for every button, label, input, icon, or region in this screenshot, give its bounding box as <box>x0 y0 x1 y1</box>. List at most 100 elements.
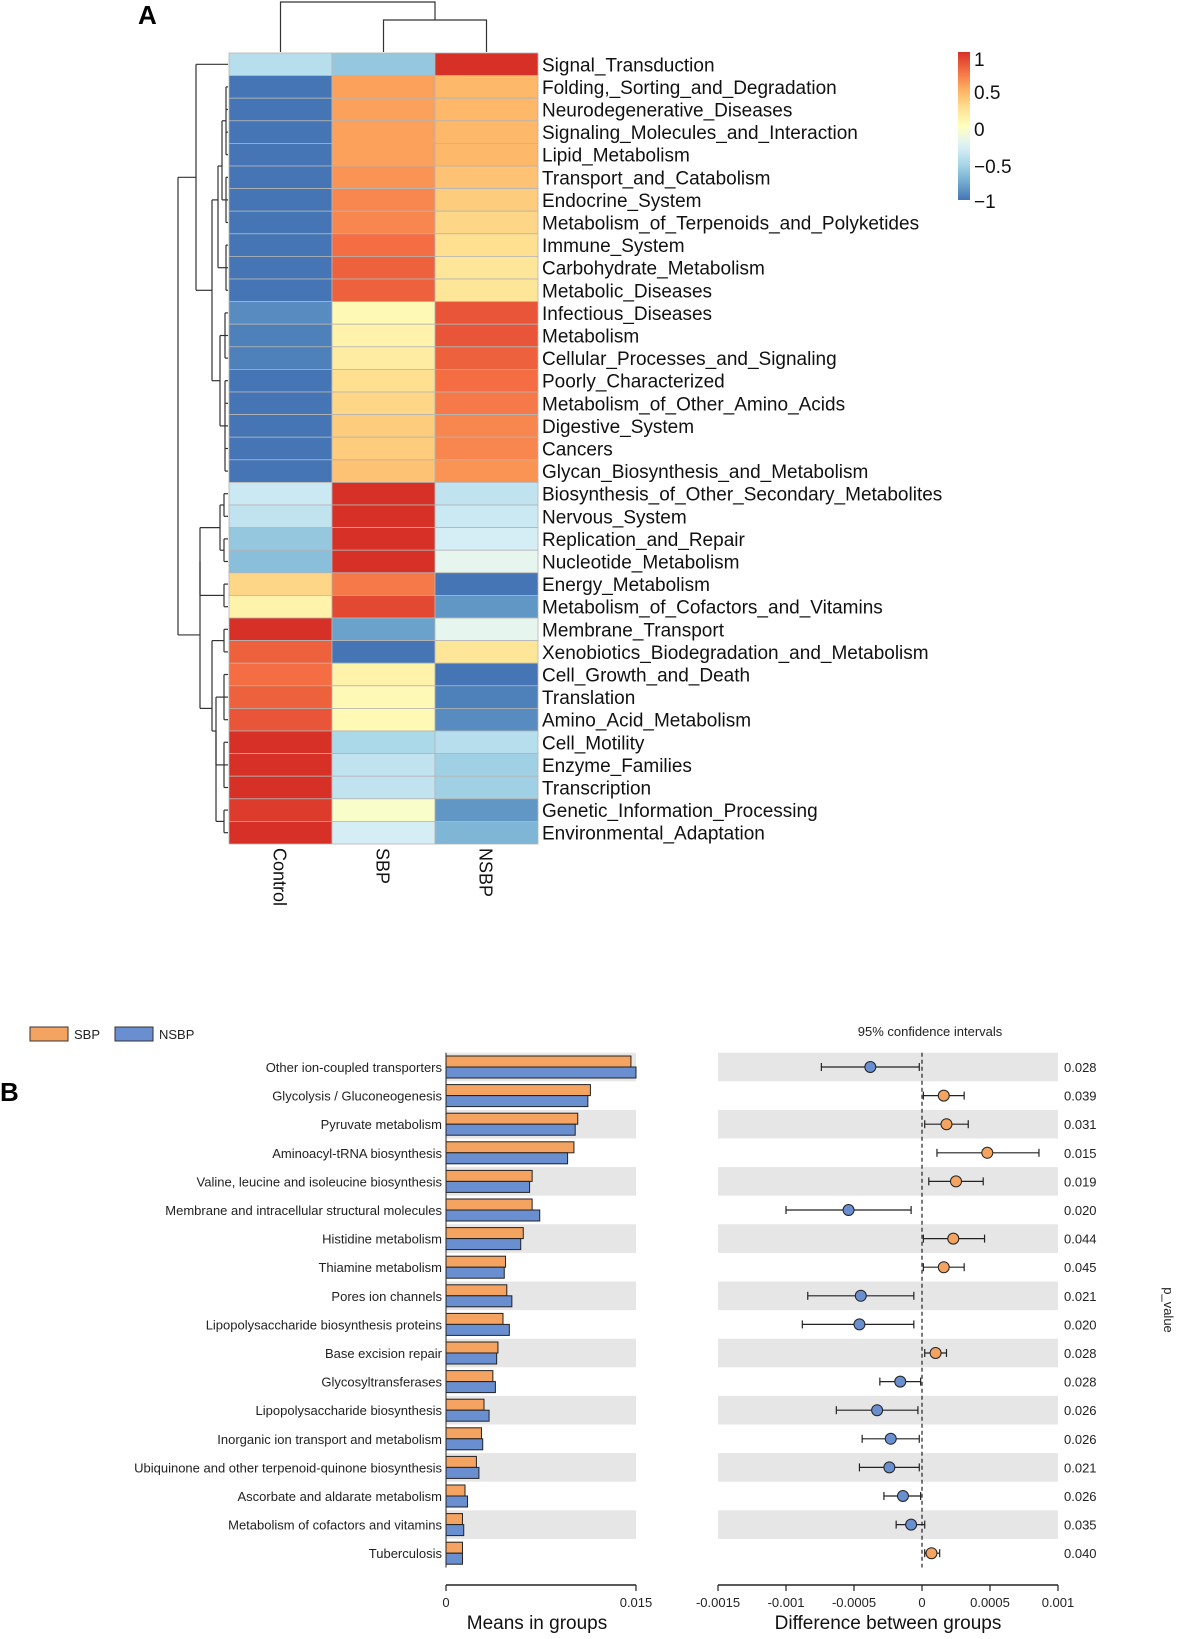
heatmap-cell <box>331 323 436 348</box>
heatmap-cell <box>434 255 539 280</box>
bar-sbp <box>445 1055 632 1068</box>
heatmap-cell <box>331 572 436 596</box>
heatmap-cell <box>228 821 333 845</box>
heatmap-row-label: Infectious_Diseases <box>542 304 712 325</box>
p-value-label: 0.020 <box>1064 1317 1097 1332</box>
heatmap-cell <box>434 414 539 438</box>
heatmap-row-label: Nervous_System <box>542 507 687 528</box>
heatmap-row-label: Membrane_Transport <box>542 620 725 641</box>
heatmap-row-label: Carbohydrate_Metabolism <box>542 259 765 280</box>
bar-category-label: Base excision repair <box>325 1346 443 1361</box>
heatmap-cell <box>228 278 333 303</box>
p-value-label: 0.021 <box>1064 1460 1097 1475</box>
heatmap-cell <box>434 640 539 664</box>
heatmap-cell <box>228 708 333 732</box>
heatmap-cell <box>434 142 539 167</box>
ci-point <box>937 1261 950 1274</box>
heatmap-row-label: Immune_System <box>542 236 685 257</box>
heatmap-cell <box>434 730 539 755</box>
bar-category-label: Thiamine metabolism <box>318 1260 442 1275</box>
p-value-label: 0.026 <box>1064 1489 1097 1504</box>
ci-point <box>981 1146 994 1159</box>
ci-row-stripe <box>718 1167 1058 1196</box>
heatmap-row-label: Metabolism <box>542 327 639 348</box>
heatmap-cell <box>228 233 333 257</box>
bar-nsbp <box>445 1209 541 1222</box>
ci-point <box>884 1432 897 1445</box>
heatmap-cell <box>331 662 436 687</box>
ci-point <box>896 1490 909 1502</box>
bar-nsbp <box>445 1152 569 1165</box>
ci-point <box>937 1089 950 1102</box>
bar-nsbp <box>445 1524 465 1537</box>
panel-b-label: B <box>0 1077 19 1107</box>
heatmap-cell <box>331 75 436 99</box>
heatmap-cell <box>331 775 436 800</box>
bar-category-label: Membrane and intracellular structural mo… <box>165 1203 442 1218</box>
colorbar-tick-label: 0 <box>974 120 985 141</box>
bar-category-label: Inorganic ion transport and metabolism <box>217 1432 442 1447</box>
ci-x-tick-label: -0.0015 <box>696 1595 740 1610</box>
heatmap-cell <box>228 459 333 483</box>
heatmap-row-label: Cell_Motility <box>542 733 645 754</box>
heatmap-column-labels: Control SBP NSBP <box>270 848 496 906</box>
heatmap-cell <box>228 52 333 77</box>
heatmap-cell <box>434 753 539 777</box>
bar-category-label: Glycosyltransferases <box>321 1375 442 1390</box>
heatmap-cell <box>331 549 436 574</box>
heatmap-cell <box>331 617 436 642</box>
row-stripes <box>446 1052 1058 1539</box>
dendrogram-branch <box>279 1 436 52</box>
bar-nsbp <box>445 1352 498 1365</box>
ci-point <box>929 1347 942 1359</box>
heatmap-cell <box>434 821 539 845</box>
bar-x-tick-label: 0.015 <box>620 1595 653 1610</box>
bar-category-label: Glycolysis / Gluconeogenesis <box>272 1089 442 1104</box>
heatmap-column-label: Control <box>270 848 290 906</box>
bar-nsbp <box>445 1495 469 1508</box>
heatmap-cell <box>228 662 333 687</box>
p-value-label: 0.026 <box>1064 1403 1097 1418</box>
heatmap-cell <box>331 391 436 416</box>
heatmap-cell <box>228 685 333 709</box>
bar-category-label: Other ion-coupled transporters <box>266 1060 443 1075</box>
heatmap-cell <box>331 753 436 777</box>
p-value-label: 0.015 <box>1064 1146 1097 1161</box>
heatmap-row-label: Amino_Acid_Metabolism <box>542 711 751 732</box>
ci-point <box>925 1547 938 1560</box>
legend-label: SBP <box>74 1027 100 1042</box>
panel-a-label: A <box>138 0 157 30</box>
heatmap-cell <box>331 210 436 235</box>
ci-chart: 0.028 0.039 0.031 0.015 0.019 0.020 0.044 0.045… <box>696 1052 1176 1634</box>
heatmap-row-label: Enzyme_Families <box>542 756 692 777</box>
heatmap-cell <box>331 346 436 370</box>
heatmap-row-label: Translation <box>542 688 635 709</box>
heatmap-cell <box>331 120 436 144</box>
heatmap-row-label: Biosynthesis_of_Other_Secondary_Metaboli… <box>542 485 942 506</box>
heatmap-row-label: Metabolism_of_Other_Amino_Acids <box>542 394 845 415</box>
heatmap-row-label: Replication_and_Repair <box>542 530 745 551</box>
heatmap-cell <box>228 595 333 619</box>
heatmap-cell <box>434 617 539 642</box>
ci-point <box>894 1375 907 1388</box>
bar-nsbp <box>445 1466 480 1479</box>
p-value-label: 0.019 <box>1064 1174 1097 1189</box>
bar-nsbp <box>445 1323 510 1336</box>
bar-sbp <box>445 1370 494 1383</box>
heatmap-cell <box>331 504 436 529</box>
p-value-label: 0.044 <box>1064 1232 1097 1247</box>
heatmap-cell <box>331 730 436 755</box>
heatmap-cell <box>228 210 333 235</box>
heatmap-cell <box>434 708 539 732</box>
heatmap-cell <box>228 798 333 822</box>
ci-point <box>947 1232 960 1245</box>
bar-sbp <box>445 1398 485 1411</box>
heatmap-cell <box>331 595 436 619</box>
heatmap-cell <box>228 255 333 280</box>
heatmap-cell <box>331 685 436 709</box>
heatmap-row-labels: Signal_TransductionFolding,_Sorting_and_… <box>542 55 942 844</box>
bar-row-stripe <box>446 1510 636 1539</box>
heatmap-cell <box>331 527 436 551</box>
heatmap-cell <box>331 368 436 393</box>
heatmap-cell <box>331 798 436 822</box>
